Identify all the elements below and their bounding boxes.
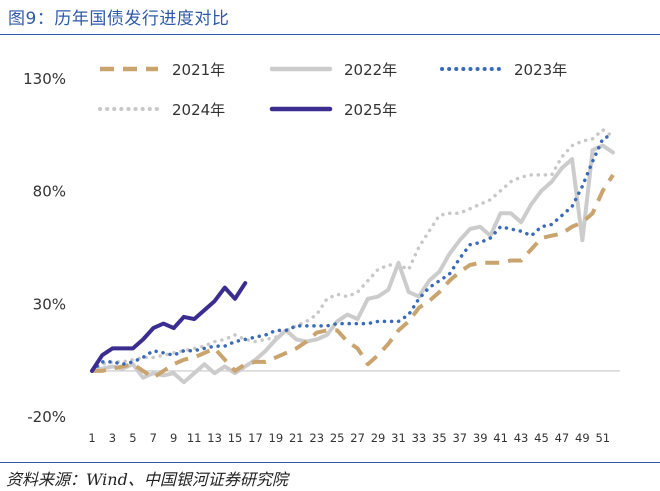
legend-label: 2023年 (514, 61, 567, 79)
title-divider (0, 34, 660, 35)
x-tick-label: 7 (150, 431, 157, 445)
legend-label: 2021年 (172, 61, 225, 79)
x-tick-label: 19 (269, 431, 284, 445)
x-tick-label: 27 (350, 431, 365, 445)
x-tick-label: 41 (493, 431, 508, 445)
plot-area (90, 128, 615, 385)
x-tick-label: 11 (187, 431, 202, 445)
x-tick-label: 49 (575, 431, 590, 445)
y-tick-label: -20% (27, 408, 66, 426)
series-line-2022 (90, 143, 615, 385)
x-tick-label: 15 (228, 431, 243, 445)
x-tick-label: 9 (170, 431, 177, 445)
y-tick-label: 30% (33, 295, 66, 313)
line-chart: -20%30%80%130% 1 3 5 7 9 11 13 15 17 19 21 23 25 27 29… (23, 61, 620, 445)
x-tick-label: 51 (595, 431, 610, 445)
series-line-2021 (92, 173, 615, 380)
source-divider (0, 462, 660, 463)
x-tick-label: 17 (248, 431, 263, 445)
x-tick-label: 39 (473, 431, 488, 445)
x-tick-label: 43 (514, 431, 529, 445)
legend-label: 2022年 (344, 61, 397, 79)
x-tick-label: 35 (432, 431, 447, 445)
x-tick-label: 1 (88, 431, 95, 445)
legend-label: 2025年 (344, 101, 397, 119)
y-tick-label: 80% (33, 183, 66, 201)
x-tick-label: 31 (391, 431, 406, 445)
source-note: 资料来源：Wind、中国银河证券研究院 (6, 470, 288, 489)
x-tick-label: 23 (309, 431, 324, 445)
figure-title: 图9：历年国债发行进度对比 (8, 9, 230, 29)
x-tick-label: 3 (109, 431, 116, 445)
x-tick-label: 5 (129, 431, 136, 445)
x-tick-label: 37 (452, 431, 467, 445)
x-tick-label: 29 (371, 431, 386, 445)
x-tick-label: 33 (412, 431, 427, 445)
series-line-2025 (90, 281, 248, 373)
series-line-2024 (90, 128, 615, 373)
x-tick-label: 25 (330, 431, 345, 445)
x-axis-labels: 1 3 5 7 9 11 13 15 17 19 21 23 25 27 29 31 33 35 37 39 41 43 4… (88, 431, 610, 445)
y-tick-label: 130% (23, 70, 66, 88)
series-line-2023 (90, 132, 615, 373)
legend: 2021年 2022年 2023年 2024年 2025年 (98, 61, 567, 119)
x-tick-label: 47 (555, 431, 570, 445)
legend-label: 2024年 (172, 101, 225, 119)
x-tick-label: 13 (207, 431, 222, 445)
x-tick-label: 45 (534, 431, 549, 445)
x-tick-label: 21 (289, 431, 304, 445)
y-axis-labels: -20% 30% 80% 130% (23, 70, 66, 426)
